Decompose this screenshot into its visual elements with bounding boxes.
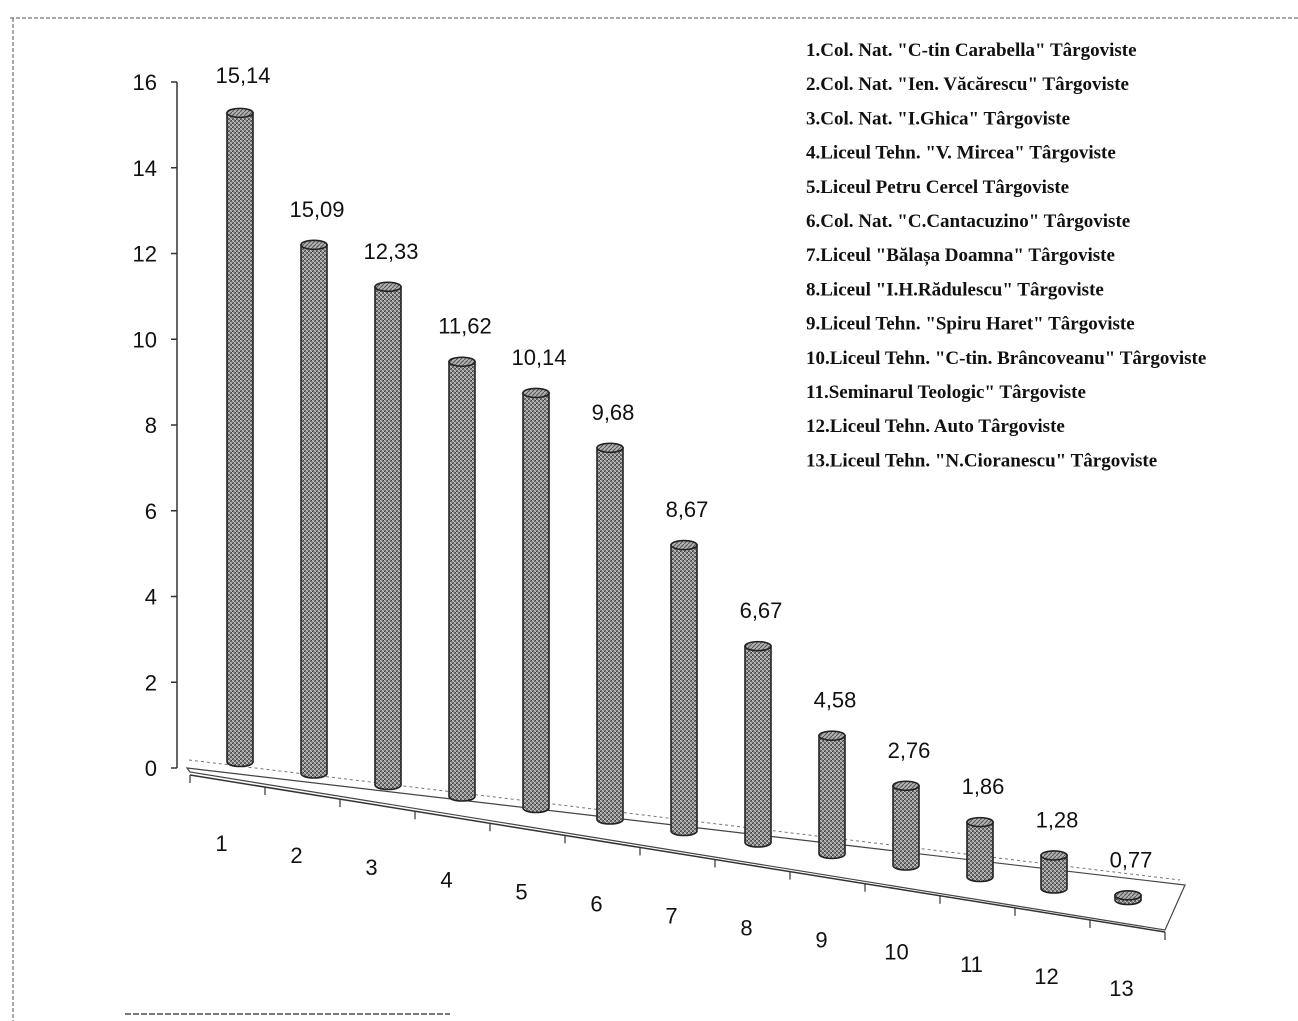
bar	[818, 730, 846, 860]
bar-top	[744, 640, 772, 652]
x-tick-label: 2	[290, 843, 302, 868]
bar	[226, 107, 254, 768]
legend: 1.Col. Nat. "C-tin Carabella" Târgoviste…	[806, 40, 1206, 471]
bar-top	[1040, 850, 1068, 861]
legend-entry: 11.Seminarul Teologic" Târgoviste	[806, 382, 1086, 403]
bar-body	[1040, 854, 1068, 894]
data-label: 15,14	[215, 63, 270, 88]
y-tick-label: 8	[145, 413, 157, 438]
legend-entry: 12.Liceul Tehn. Auto Târgoviste	[806, 416, 1065, 437]
bar-body	[226, 112, 254, 768]
x-tick-label: 13	[1109, 976, 1133, 1001]
data-label: 1,28	[1036, 807, 1079, 832]
data-label: 11,62	[438, 314, 491, 339]
axis-layer: 0 2 4 6 8 10 12 14 16	[133, 70, 178, 781]
x-tick-label: 7	[665, 904, 677, 929]
bar-body	[522, 392, 550, 814]
x-tick-label: 8	[740, 916, 752, 941]
bar-top	[818, 730, 846, 741]
bar	[1114, 889, 1142, 906]
bar	[448, 356, 476, 802]
bar	[596, 442, 624, 825]
data-label: 10,14	[511, 345, 566, 370]
x-tick-label: 3	[365, 855, 377, 880]
x-tick-label: 11	[960, 952, 983, 977]
y-tick-label: 2	[145, 670, 157, 695]
data-label: 1,86	[962, 774, 1005, 799]
bar-body	[966, 821, 994, 883]
data-label: 6,67	[740, 598, 783, 623]
x-tick-label: 5	[515, 879, 527, 904]
bar-top	[300, 239, 328, 251]
bar-body	[892, 784, 920, 871]
bars-layer	[226, 107, 1142, 906]
bar-top	[670, 539, 698, 551]
bar	[670, 539, 698, 837]
y-tick-label: 10	[133, 327, 157, 352]
legend-entry: 1.Col. Nat. "C-tin Carabella" Târgoviste	[806, 40, 1137, 61]
bar	[892, 780, 920, 871]
bar	[1040, 850, 1068, 894]
data-label: 2,76	[888, 738, 931, 763]
bar-body	[818, 734, 846, 860]
legend-entry: 2.Col. Nat. "Ien. Văcărescu" Târgoviste	[806, 74, 1129, 95]
legend-entry: 10.Liceul Tehn. "C-tin. Brâncoveanu" Târ…	[806, 348, 1206, 369]
bar-top	[892, 780, 920, 792]
x-tick-label: 10	[884, 940, 908, 965]
bar	[300, 239, 328, 779]
bar-body	[448, 360, 476, 802]
data-label: 9,68	[592, 400, 635, 425]
bar	[374, 281, 402, 791]
x-tick-label: 6	[590, 891, 602, 916]
data-label: 15,09	[289, 197, 344, 222]
y-tick-label: 12	[133, 242, 157, 267]
legend-entry: 13.Liceul Tehn. "N.Cioranescu" Târgovist…	[806, 450, 1157, 471]
bar-top	[448, 356, 476, 368]
bar	[522, 387, 550, 814]
x-axis-line	[189, 774, 1166, 933]
legend-entry: 4.Liceul Tehn. "V. Mircea" Târgoviste	[806, 143, 1116, 164]
data-label: 4,58	[814, 688, 857, 713]
data-label: 0,77	[1110, 847, 1153, 872]
legend-entry: 8.Liceul "I.H.Rădulescu" Târgoviste	[806, 279, 1104, 300]
x-tick-label: 12	[1034, 964, 1058, 989]
y-tick-label: 14	[133, 156, 157, 181]
bar	[744, 640, 772, 848]
x-tick-label: 9	[815, 928, 827, 953]
bar-body	[596, 446, 624, 825]
bar-top	[966, 816, 994, 828]
bar-body	[300, 244, 328, 779]
bar-body	[670, 544, 698, 837]
legend-entry: 7.Liceul "Bălașa Doamna" Târgoviste	[806, 245, 1115, 266]
bar-body	[374, 285, 402, 791]
y-tick-label: 0	[145, 756, 157, 781]
y-tick-label: 4	[145, 585, 157, 610]
legend-entry: 6.Col. Nat. "C.Cantacuzino" Târgoviste	[806, 211, 1130, 232]
x-tick-label: 1	[215, 831, 227, 856]
data-label: 8,67	[666, 497, 709, 522]
floor-plane	[185, 767, 1186, 931]
x-tick-label: 4	[440, 867, 452, 892]
legend-entry: 3.Col. Nat. "I.Ghica" Târgoviste	[806, 108, 1070, 129]
legend-entry: 5.Liceul Petru Cercel Târgoviste	[806, 177, 1069, 198]
bar-top	[226, 107, 254, 119]
bar-top	[596, 442, 624, 454]
bar-body	[744, 645, 772, 848]
bar-top	[374, 281, 402, 293]
bar-top	[1114, 889, 1142, 901]
x-tick-labels: 1 2 3 4 5 6 7 8 9 10 11 12 13	[215, 831, 1133, 1001]
y-tick-label: 16	[133, 70, 157, 95]
data-labels: 15,14 15,09 12,33 11,62 10,14 9,68 8,67 6,67 4,5…	[215, 63, 1152, 872]
bar-top	[522, 387, 550, 399]
y-tick-label: 6	[145, 499, 157, 524]
bar	[966, 816, 994, 883]
legend-entry: 9.Liceul Tehn. "Spiru Haret" Târgoviste	[806, 314, 1135, 335]
data-label: 12,33	[363, 239, 418, 264]
